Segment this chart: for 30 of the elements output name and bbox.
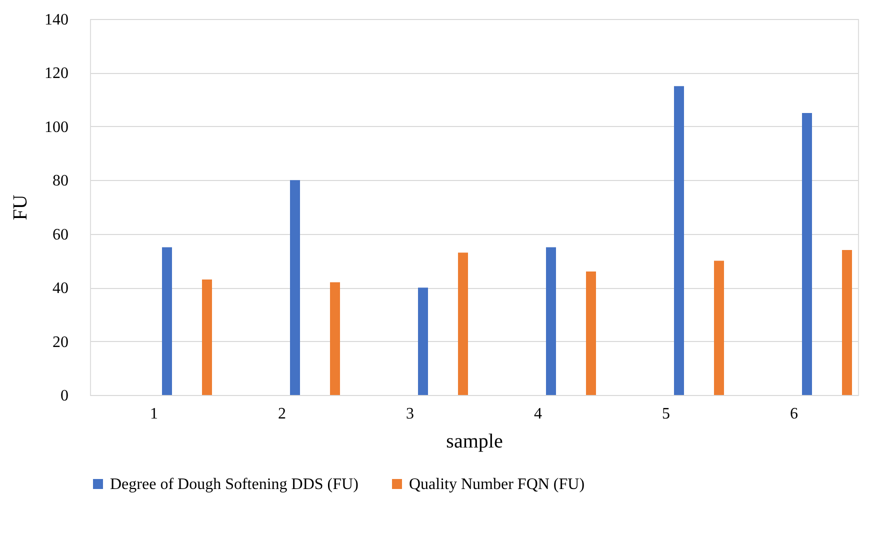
- bar: [418, 288, 428, 395]
- bar: [330, 282, 340, 395]
- bar: [546, 247, 556, 395]
- bar: [842, 250, 852, 395]
- bar: [674, 86, 684, 395]
- y-tick-label: 100: [44, 118, 68, 136]
- x-tick-label: 3: [406, 406, 414, 422]
- legend-label: Quality Number FQN (FU): [409, 476, 585, 493]
- legend-label: Degree of Dough Softening DDS (FU): [110, 476, 358, 493]
- bar: [586, 271, 596, 395]
- y-axis-title: FU: [10, 194, 32, 220]
- x-tick-label: 2: [278, 406, 286, 422]
- y-tick-label: 40: [52, 280, 68, 298]
- x-tick-label: 5: [662, 406, 670, 422]
- bar: [290, 180, 300, 395]
- bar: [162, 247, 172, 395]
- bar: [714, 260, 724, 395]
- x-axis-title: sample: [446, 430, 503, 452]
- bar: [458, 252, 468, 395]
- y-tick-label: 80: [52, 172, 68, 190]
- y-tick-label: 140: [44, 12, 68, 28]
- bar: [202, 280, 212, 395]
- x-tick-label: 4: [534, 406, 542, 422]
- x-tick-label: 6: [790, 406, 798, 422]
- y-tick-label: 60: [52, 226, 68, 244]
- y-tick-label: 0: [60, 388, 68, 404]
- bar: [802, 113, 812, 395]
- y-tick-label: 20: [52, 334, 68, 351]
- x-tick-label: 1: [150, 406, 158, 422]
- y-tick-label: 120: [44, 65, 68, 82]
